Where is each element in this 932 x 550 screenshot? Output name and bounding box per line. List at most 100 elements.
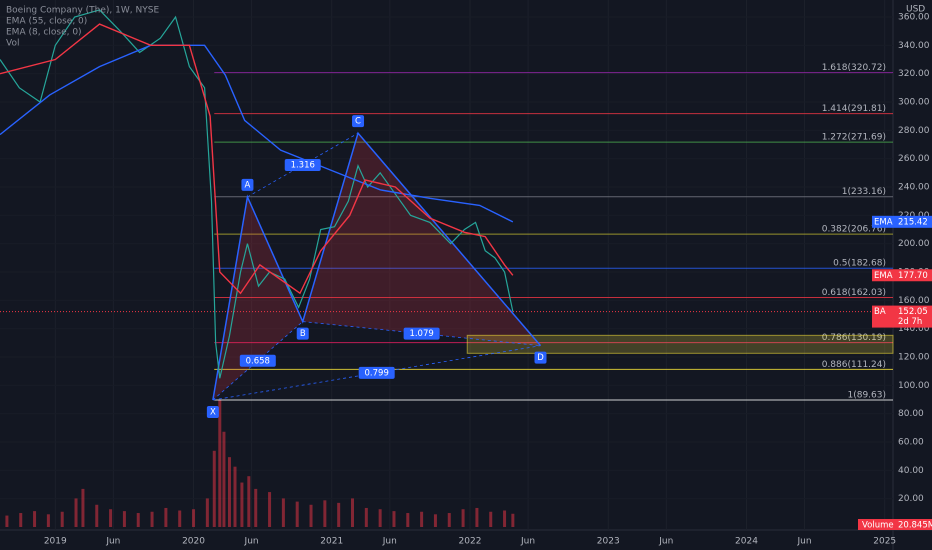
- pattern-point-label-box: [296, 327, 309, 340]
- y-tick-label: 260.00: [898, 154, 930, 164]
- x-tick-label: 2022: [459, 537, 482, 547]
- x-tick-label: Jun: [520, 537, 535, 547]
- volume-bar: [281, 498, 285, 527]
- pattern-point-label: X: [210, 408, 216, 418]
- pattern-point-label: A: [245, 180, 251, 190]
- volume-bar: [109, 509, 113, 527]
- pattern-point-label-box: [206, 406, 219, 419]
- legend-symbol: Boeing Company (The), 1W, NYSE: [6, 6, 159, 16]
- volume-bar: [447, 513, 451, 527]
- volume-bar: [323, 500, 327, 527]
- volume-tag-value: 20.845M: [898, 521, 932, 531]
- pattern-ratio-box: [239, 354, 276, 367]
- fib-label: 0.5(182.68): [833, 259, 886, 269]
- pattern-xab: [212, 196, 303, 401]
- y-tick-label: 280.00: [898, 126, 930, 136]
- volume-bar: [489, 511, 493, 527]
- volume-bar: [46, 514, 50, 527]
- pattern-ratio: 1.316: [291, 161, 315, 171]
- fib-label: 1(89.63): [847, 391, 886, 401]
- pattern-ratio-box: [284, 159, 321, 172]
- price-tag-name: BA: [874, 307, 886, 317]
- price-tag-value: 152.05: [898, 307, 928, 317]
- volume-bar: [5, 515, 9, 527]
- volume-bar: [227, 457, 231, 527]
- fib-label: 0.786(130.19): [822, 333, 886, 343]
- volume-bar: [351, 498, 354, 527]
- volume-bar: [218, 400, 222, 527]
- x-tick-label: 2021: [320, 537, 343, 547]
- volume-tag-box: [858, 519, 932, 530]
- y-tick-label: 140.00: [898, 324, 930, 334]
- y-tick-label: 80.00: [898, 409, 924, 419]
- pattern-point-label-box: [352, 115, 365, 128]
- x-tick-label: Jun: [382, 537, 397, 547]
- pattern-point-label: B: [300, 329, 306, 339]
- pattern-ratio-box: [358, 366, 395, 379]
- volume-bar: [74, 498, 78, 527]
- legend-vol: Vol: [6, 39, 19, 49]
- price-tag-value: 215.42: [898, 217, 928, 227]
- price-tag-name: EMA: [874, 217, 893, 227]
- price-tag-box: [872, 305, 932, 328]
- y-tick-label: 320.00: [898, 69, 930, 79]
- volume-bar: [222, 431, 226, 527]
- prz-zone: [466, 334, 894, 354]
- fib-label: 1.272(271.69): [822, 133, 886, 143]
- volume-bar: [406, 513, 410, 527]
- pattern-point-label: C: [355, 117, 361, 127]
- x-tick-label: Jun: [105, 537, 120, 547]
- volume-bar: [247, 476, 251, 527]
- y-tick-label: 340.00: [898, 41, 930, 51]
- fib-label: 0.618(162.03): [822, 288, 886, 298]
- pattern-point-label-box: [534, 351, 547, 364]
- x-tick-label: 2019: [44, 537, 67, 547]
- volume-bar: [511, 513, 515, 527]
- ema-line: [0, 44, 514, 223]
- pattern-ratio-box: [403, 327, 440, 340]
- volume-bar: [475, 507, 479, 527]
- price-tag-box: [872, 215, 932, 228]
- volume-bar: [268, 492, 272, 527]
- y-tick-label: 20.00: [898, 494, 924, 504]
- x-tick-label: Jun: [658, 537, 673, 547]
- price-tag-name: EMA: [874, 271, 893, 281]
- volume-bar: [420, 511, 424, 527]
- volume-bar: [503, 510, 507, 527]
- volume-bar: [205, 498, 209, 527]
- volume-bar: [240, 482, 244, 527]
- volume-bar: [392, 511, 396, 527]
- pattern-point-label: D: [537, 353, 544, 363]
- fib-label: 1.618(320.72): [822, 63, 886, 73]
- y-tick-label: 40.00: [898, 466, 924, 476]
- pattern-leg: [212, 131, 542, 401]
- y-tick-label: 300.00: [898, 98, 930, 108]
- fib-label: 0.886(111.24): [822, 360, 886, 370]
- price-tag-box: [872, 269, 932, 282]
- y-tick-label: 240.00: [898, 183, 930, 193]
- legend-ema8: EMA (8, close, 0): [6, 28, 82, 38]
- volume-bar: [122, 511, 126, 527]
- volume-bar: [295, 501, 299, 527]
- volume-tag-name: Volume: [862, 521, 894, 531]
- pattern-ratio: 1.079: [409, 329, 433, 339]
- y-tick-label: 360.00: [898, 13, 930, 23]
- currency: USD: [906, 5, 925, 15]
- volume-bar: [378, 509, 382, 527]
- fib-label: 1.414(291.81): [822, 104, 886, 114]
- y-tick-label: 200.00: [898, 239, 930, 249]
- volume-bar: [433, 514, 437, 527]
- x-tick-label: Jun: [796, 537, 811, 547]
- volume-bar: [81, 488, 85, 527]
- volume-bar: [254, 488, 258, 527]
- volume-bar: [461, 509, 465, 527]
- volume-bar: [33, 511, 37, 527]
- x-tick-label: 2025: [873, 537, 896, 547]
- price-tag-value: 177.70: [898, 271, 928, 281]
- volume-bar: [212, 450, 216, 527]
- y-tick-label: 60.00: [898, 438, 924, 448]
- pattern-diagonal: [302, 321, 541, 347]
- fib-label: 1(233.16): [842, 187, 886, 197]
